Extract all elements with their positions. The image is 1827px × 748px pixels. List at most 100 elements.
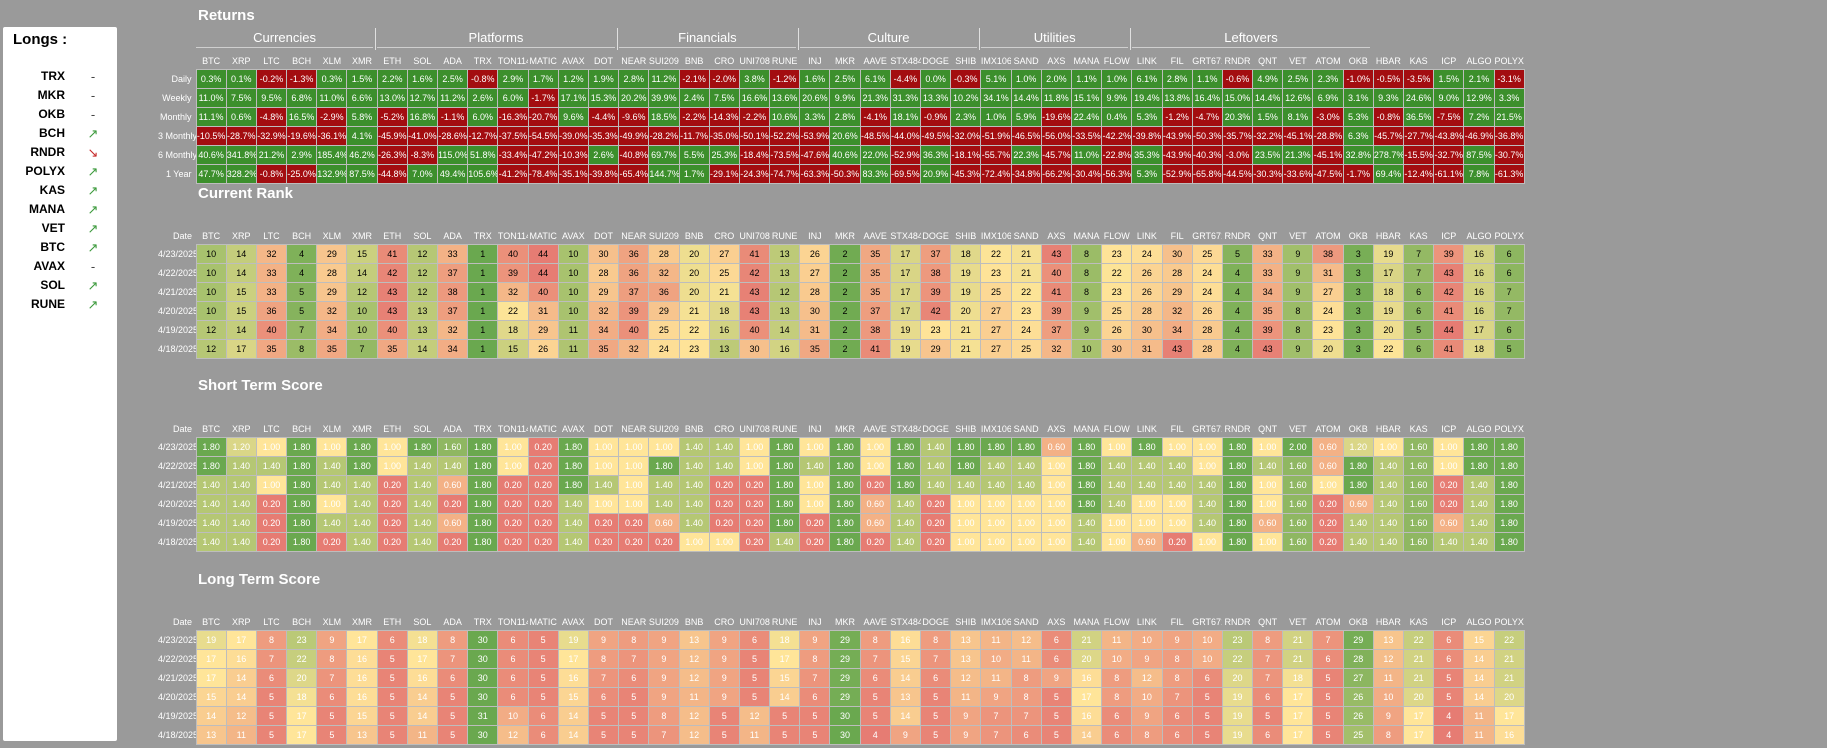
rank-cell: 6: [1493, 244, 1525, 264]
long-item: KAS ↗: [3, 181, 117, 200]
rank-cell: 17: [1372, 263, 1405, 283]
rank-cell: 32: [497, 282, 529, 302]
short-term-cell: 0.20: [255, 532, 288, 552]
long-term-cell: 5: [1191, 706, 1223, 726]
short-term-cell: 1.40: [799, 456, 831, 476]
rank-cell: 6: [1402, 339, 1435, 359]
rank-cell: 5: [1402, 320, 1435, 340]
short-term-cell: 1.40: [316, 456, 348, 476]
return-cell: -3.5%: [1402, 69, 1435, 89]
short-term-cell: 0.20: [859, 475, 891, 495]
rank-cell: 29: [316, 244, 348, 264]
long-term-cell: 21: [1070, 630, 1103, 650]
long-term-cell: 31: [467, 706, 499, 726]
return-cell: 12.9%: [1463, 88, 1495, 108]
rank-cell: 1: [467, 263, 499, 283]
rank-cell: 30: [799, 301, 831, 321]
asset-header: XRP: [232, 56, 251, 66]
short-term-cell: 1.80: [1221, 475, 1254, 495]
long-term-cell: 5: [769, 706, 801, 726]
short-term-cell: 1.00: [1252, 494, 1284, 514]
short-term-score-title: Short Term Score: [198, 377, 323, 394]
asset-header: KAS: [1409, 231, 1428, 241]
short-term-cell: 0.60: [436, 475, 469, 495]
asset-header: FIL: [1170, 617, 1184, 627]
short-term-cell: 1.00: [1161, 437, 1193, 457]
long-term-cell: 5: [316, 725, 348, 745]
rank-cell: 40: [738, 320, 771, 340]
date-label: 4/22/2025: [158, 461, 196, 471]
short-term-cell: 1.00: [738, 437, 771, 457]
long-term-cell: 9: [648, 630, 680, 650]
return-cell: -0.6%: [1221, 69, 1254, 89]
asset-header: XRP: [232, 231, 251, 241]
short-term-cell: 1.00: [1191, 437, 1223, 457]
rank-cell: 39: [1040, 301, 1072, 321]
return-cell: -47.2%: [527, 145, 559, 165]
rank-cell: 24: [1312, 301, 1344, 321]
short-term-cell: 1.80: [1342, 475, 1374, 495]
short-term-cell: 0.20: [738, 532, 771, 552]
return-cell: -0.5%: [1372, 69, 1405, 89]
asset-header: CRO: [714, 56, 735, 66]
long-term-cell: 12: [225, 706, 257, 726]
long-term-cell: 10: [497, 706, 529, 726]
long-term-cell: 5: [1312, 687, 1344, 707]
asset-header: UNI7083: [739, 56, 770, 66]
short-term-cell: 1.00: [376, 437, 408, 457]
return-cell: 16.5%: [286, 107, 318, 127]
long-term-cell: 8: [648, 706, 680, 726]
long-term-cell: 30: [467, 630, 499, 650]
long-term-cell: 21: [1282, 649, 1314, 669]
rank-cell: 5: [1221, 244, 1254, 264]
return-cell: 12.6%: [1282, 88, 1314, 108]
long-term-cell: 7: [799, 668, 831, 688]
short-term-cell: 0.20: [648, 532, 680, 552]
return-cell: 0.3%: [316, 69, 348, 89]
long-term-cell: 12: [678, 725, 710, 745]
short-term-cell: 1.80: [769, 513, 801, 533]
long-term-cell: 19: [1221, 706, 1254, 726]
return-cell: -29.1%: [708, 164, 740, 184]
short-term-cell: 1.60: [1282, 475, 1314, 495]
long-term-cell: 17: [1282, 725, 1314, 745]
period-label: Daily: [171, 74, 192, 84]
long-item: OKB -: [3, 105, 117, 124]
long-term-cell: 8: [1131, 725, 1163, 745]
long-term-cell: 17: [557, 649, 589, 669]
trend-up-icon: ↗: [87, 297, 99, 312]
asset-header: AXS: [1047, 56, 1066, 66]
returns-table: BTCXRPLTCBCHXLMXMRETHSOLADATRXTON11419MA…: [158, 53, 1525, 184]
long-term-cell: 27: [1342, 668, 1374, 688]
return-cell: -43.8%: [1433, 126, 1465, 146]
short-term-cell: 1.80: [950, 437, 982, 457]
long-term-cell: 14: [1463, 649, 1495, 669]
rank-cell: 40: [618, 320, 650, 340]
asset-header: DOT: [594, 424, 614, 434]
return-cell: 24.6%: [1402, 88, 1435, 108]
long-term-cell: 6: [1252, 725, 1284, 745]
asset-header: VET: [1289, 56, 1307, 66]
rank-cell: 10: [1070, 339, 1103, 359]
long-term-cell: 14: [1463, 668, 1495, 688]
return-cell: 51.8%: [467, 145, 499, 165]
long-term-cell: 5: [255, 706, 288, 726]
return-cell: -14.3%: [708, 107, 740, 127]
return-cell: -10.5%: [195, 126, 227, 146]
rank-cell: 21: [950, 320, 982, 340]
short-term-cell: 1.80: [1221, 456, 1254, 476]
short-term-cell: 0.60: [1312, 437, 1344, 457]
date-label: 4/20/2025: [158, 306, 196, 316]
short-term-cell: 1.00: [618, 475, 650, 495]
return-cell: 7.5%: [225, 88, 257, 108]
rank-cell: 25: [648, 320, 680, 340]
return-cell: -73.5%: [769, 145, 801, 165]
rank-cell: 13: [406, 320, 439, 340]
return-cell: 10.2%: [950, 88, 982, 108]
rank-cell: 9: [1282, 339, 1314, 359]
long-term-cell: 14: [225, 668, 257, 688]
long-term-cell: 29: [829, 687, 861, 707]
asset-header: GRT6719: [1192, 424, 1222, 434]
asset-header: BCH: [292, 617, 312, 627]
asset-header: ICP: [1441, 424, 1457, 434]
